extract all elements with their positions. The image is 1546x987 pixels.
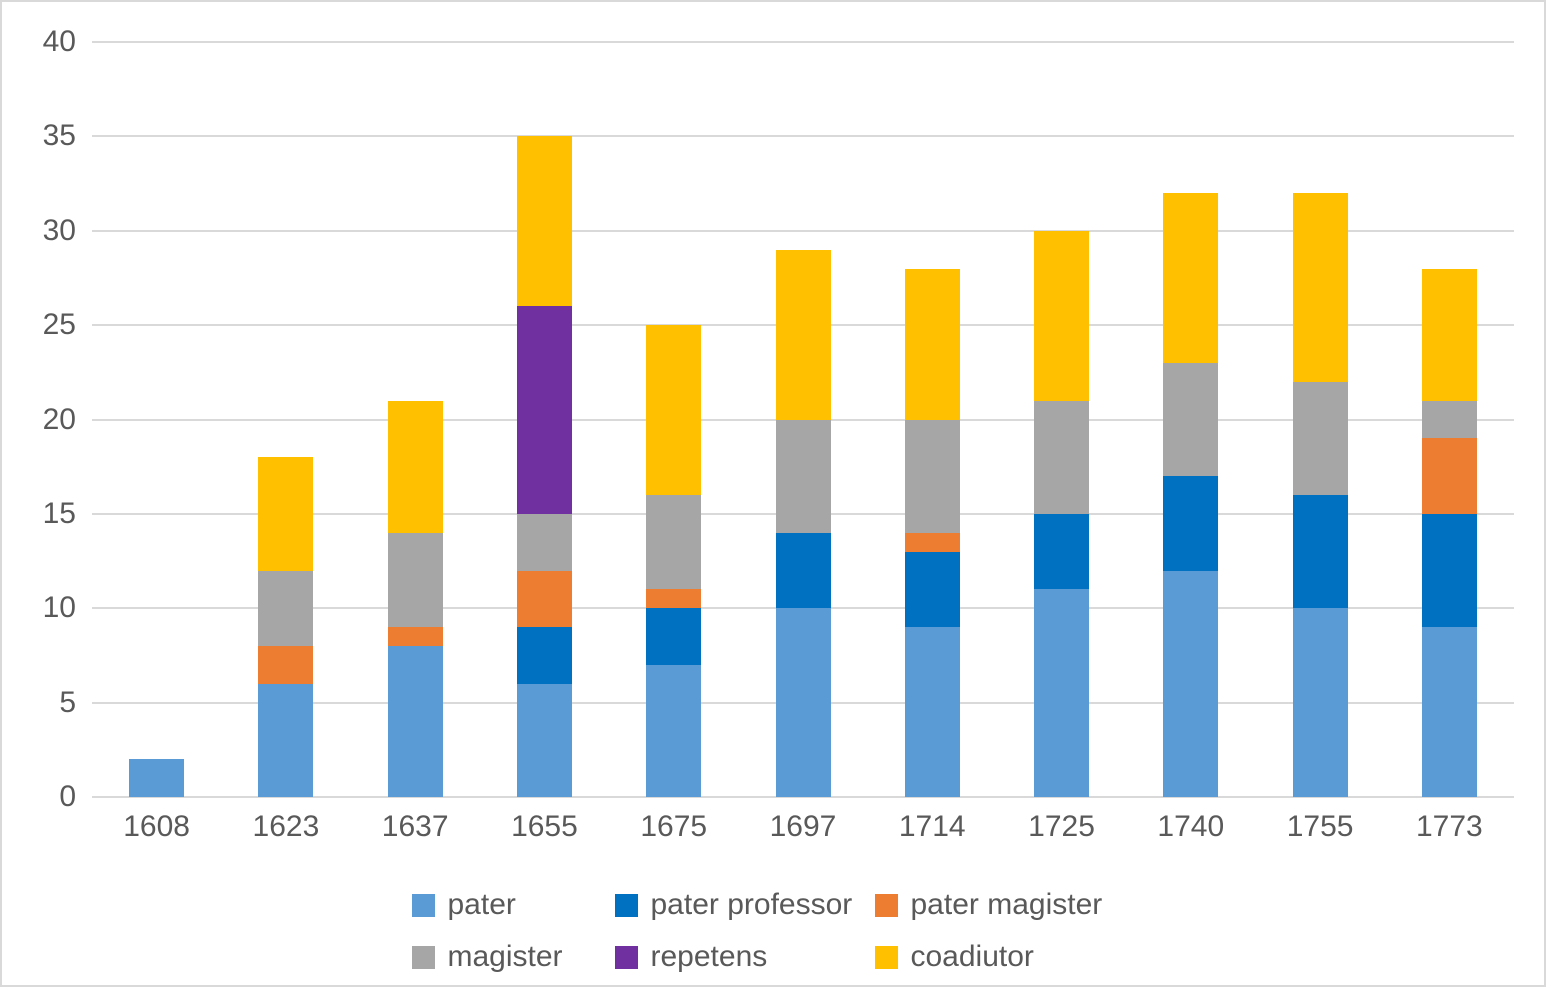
bar-segment-1714-magister	[904, 419, 960, 533]
bar-segment-1725-magister	[1034, 400, 1090, 514]
bar-segment-1773-magister	[1421, 400, 1477, 439]
bar-segment-1675-magister	[646, 495, 702, 590]
x-axis-label-1655: 1655	[511, 810, 578, 843]
bar-segment-1725-pater-professor	[1034, 513, 1090, 590]
legend-item-coadiutor: coadiutor	[874, 940, 1135, 974]
legend-color-swatch-icon-coadiutor	[874, 945, 898, 969]
bar-segment-1740-pater-professor	[1163, 476, 1219, 571]
bar-segment-1755-magister	[1292, 381, 1348, 495]
bar-segment-1623-magister	[258, 570, 314, 646]
bar-segment-1773-pater	[1421, 627, 1477, 797]
bar-segment-1725-pater	[1034, 589, 1090, 797]
legend-label-magister: magister	[447, 940, 563, 973]
legend-item-magister: magister	[411, 940, 615, 974]
y-axis-tick-label-35: 35	[42, 119, 76, 153]
y-axis-tick-label-15: 15	[42, 496, 76, 530]
y-axis-tick-label-10: 10	[42, 591, 76, 625]
bar-segment-1655-coadiutor	[516, 136, 572, 307]
x-axis-label-1740: 1740	[1157, 810, 1225, 843]
bar-segment-1655-pater	[516, 683, 572, 797]
bar-segment-1623-coadiutor	[258, 457, 314, 571]
gridline-0	[92, 796, 1514, 798]
bar-segment-1675-pater-magister	[646, 589, 702, 609]
bar-segment-1655-repetens	[516, 306, 572, 514]
bar-segment-1623-pater-magister	[258, 646, 314, 684]
gridline-35	[92, 135, 1514, 138]
bar-segment-1755-pater-professor	[1292, 495, 1348, 609]
bar-segment-1623-pater	[258, 683, 314, 797]
bar-segment-1725-coadiutor	[1034, 230, 1090, 401]
bar-segment-1714-pater-professor	[904, 551, 960, 628]
legend-item-repetens: repetens	[614, 940, 875, 974]
bar-segment-1637-pater	[387, 646, 443, 797]
bar-segment-1740-magister	[1163, 362, 1219, 477]
bar-segment-1655-magister	[516, 513, 572, 571]
bar-segment-1655-pater-magister	[516, 570, 572, 628]
legend-label-repetens: repetens	[650, 940, 768, 973]
legend-item-pater: pater	[411, 888, 615, 922]
x-axis-label-1714: 1714	[898, 810, 966, 843]
legend-item-pater-professor: pater professor	[614, 888, 875, 922]
bar-segment-1675-pater-professor	[646, 608, 702, 665]
bar-segment-1714-pater-magister	[904, 532, 960, 552]
y-axis-tick-label-20: 20	[42, 402, 76, 436]
x-axis-label-1773: 1773	[1415, 810, 1483, 843]
legend-label-pater-professor: pater professor	[650, 888, 853, 921]
bar-segment-1697-magister	[775, 419, 831, 533]
legend-color-swatch-icon-pater-professor	[614, 893, 638, 917]
y-axis-tick-label-5: 5	[59, 685, 76, 719]
legend-item-pater-magister: pater magister	[874, 888, 1135, 922]
y-axis-tick-label-30: 30	[42, 213, 76, 247]
legend-color-swatch-icon-pater	[411, 893, 435, 917]
x-axis-label-1608: 1608	[123, 810, 190, 843]
legend-color-swatch-icon-pater-magister	[874, 893, 898, 917]
bar-segment-1773-coadiutor	[1421, 268, 1477, 401]
y-axis-tick-label-25: 25	[42, 308, 76, 342]
bar-segment-1697-pater	[775, 608, 831, 797]
bar-segment-1675-pater	[646, 664, 702, 797]
bar-segment-1755-coadiutor	[1292, 193, 1348, 382]
gridline-30	[92, 229, 1514, 232]
legend-color-swatch-icon-repetens	[614, 945, 638, 969]
legend-label-pater-magister: pater magister	[910, 888, 1103, 921]
bar-segment-1637-pater-magister	[387, 627, 443, 646]
bar-segment-1773-pater-magister	[1421, 438, 1477, 514]
legend-color-swatch-icon-magister	[411, 945, 435, 969]
bar-segment-1608-pater	[129, 759, 185, 797]
bar-segment-1637-coadiutor	[387, 400, 443, 533]
bar-segment-1714-coadiutor	[904, 268, 960, 420]
x-axis-label-1725: 1725	[1028, 810, 1095, 843]
bar-segment-1655-pater-professor	[516, 627, 572, 684]
legend-grid: pater pater professor pater magister magist…	[411, 888, 1135, 974]
gridline-40	[92, 41, 1514, 43]
bar-segment-1740-pater	[1163, 570, 1219, 797]
bar-segment-1637-magister	[387, 532, 443, 628]
x-axis-label-1637: 1637	[381, 810, 449, 843]
x-axis-label-1675: 1675	[640, 810, 708, 843]
bar-segment-1675-coadiutor	[646, 325, 702, 495]
bar-segment-1755-pater	[1292, 608, 1348, 797]
bar-segment-1740-coadiutor	[1163, 193, 1219, 363]
bar-segment-1697-coadiutor	[775, 249, 831, 420]
x-axis-label-1623: 1623	[252, 810, 320, 843]
x-axis-label-1755: 1755	[1286, 810, 1354, 843]
legend-label-coadiutor: coadiutor	[910, 940, 1034, 973]
legend-label-pater: pater	[447, 888, 516, 921]
bar-segment-1697-pater-professor	[775, 532, 831, 609]
y-axis-tick-label-40: 40	[42, 25, 76, 58]
x-axis-label-1697: 1697	[769, 810, 837, 843]
bar-segment-1773-pater-professor	[1421, 513, 1477, 628]
chart-legend: pater pater professor pater magister magist…	[2, 888, 1544, 974]
y-axis-tick-label-0: 0	[59, 780, 76, 813]
bar-segment-1714-pater	[904, 627, 960, 797]
